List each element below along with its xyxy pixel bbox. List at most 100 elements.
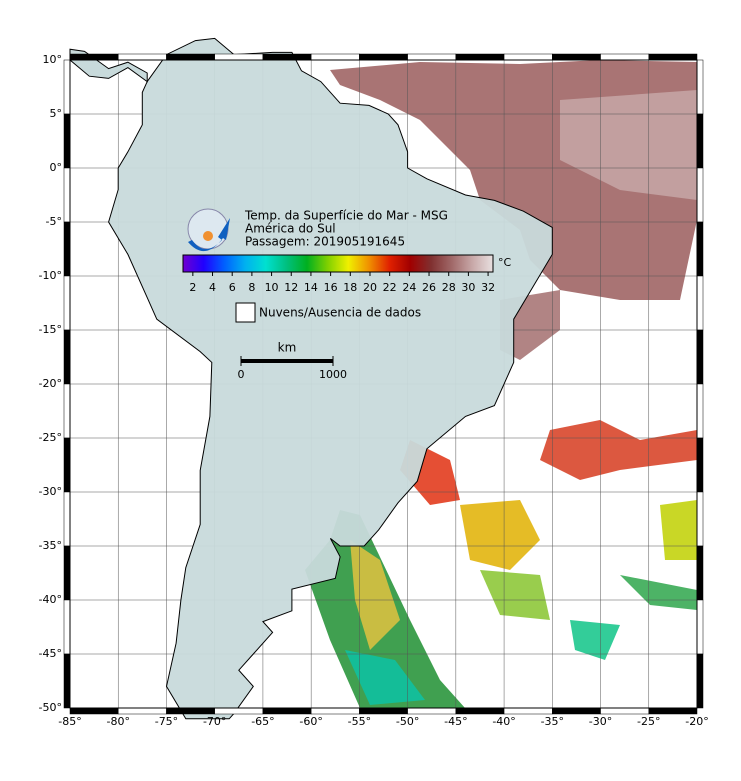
legend-label: Nuvens/Ausencia de dados	[259, 306, 421, 320]
colorbar-tick-label: 24	[402, 281, 416, 294]
frame-segment	[63, 275, 71, 331]
frame-segment	[63, 599, 71, 655]
colorbar	[182, 254, 494, 273]
sst-warm	[560, 90, 697, 200]
y-tick-label: -45°	[39, 647, 62, 660]
colorbar-tick-label: 2	[189, 281, 196, 294]
colorbar-tick-label: 32	[481, 281, 495, 294]
frame-segment	[69, 53, 119, 61]
frame-segment	[359, 53, 408, 61]
frame-segment	[63, 491, 71, 547]
frame-segment	[696, 167, 704, 223]
frame-segment	[310, 707, 360, 715]
logo-arrow	[188, 218, 230, 252]
sst-teal	[570, 620, 620, 660]
sst-shelf-cold	[345, 650, 425, 705]
frame-segment	[503, 53, 553, 61]
colorbar-tick-label: 4	[209, 281, 216, 294]
logo-dot	[203, 231, 213, 241]
x-tick-label: -20°	[685, 715, 708, 728]
frame-segment	[63, 329, 71, 385]
frame-segment	[63, 59, 71, 115]
frame-segment	[407, 53, 457, 61]
x-tick-label: -60°	[299, 715, 322, 728]
x-tick-label: -45°	[444, 715, 467, 728]
x-tick-label: -65°	[251, 715, 274, 728]
frame-segment	[166, 707, 215, 715]
colorbar-tick-label: 16	[324, 281, 338, 294]
frame-segment	[552, 707, 601, 715]
colorbar-tick-label: 30	[461, 281, 475, 294]
x-tick-label: -25°	[637, 715, 660, 728]
frame-segment	[503, 707, 553, 715]
frame-segment	[696, 383, 704, 439]
frame-segment	[63, 545, 71, 601]
colorbar-tick-label: 20	[363, 281, 377, 294]
colorbar-tick-label: 22	[383, 281, 397, 294]
y-tick-label: -10°	[39, 269, 62, 282]
y-tick-label: -25°	[39, 431, 62, 444]
region: América do Sul	[245, 222, 336, 236]
sst-red	[540, 420, 697, 480]
colorbar-tick-label: 8	[248, 281, 255, 294]
x-tick-label: -50°	[396, 715, 419, 728]
y-tick-label: -5°	[46, 215, 62, 228]
frame-segment	[696, 329, 704, 385]
frame-segment	[214, 707, 264, 715]
colorbar-tick-label: 28	[442, 281, 456, 294]
sst-yellow	[660, 500, 697, 560]
frame-segment	[455, 707, 505, 715]
frame-segment	[69, 707, 119, 715]
frame-segment	[600, 707, 650, 715]
frame-segment	[262, 53, 312, 61]
y-tick-label: 10°	[43, 53, 63, 66]
frame-segment	[63, 653, 71, 709]
frame-segment	[63, 437, 71, 493]
colorbar-tick-label: 6	[229, 281, 236, 294]
scale-unit: km	[278, 341, 297, 355]
title: Temp. da Superfície do Mar - MSG	[244, 209, 448, 223]
sst-green	[480, 570, 550, 620]
x-tick-label: -75°	[155, 715, 178, 728]
frame-segment	[455, 53, 505, 61]
frame-segment	[63, 167, 71, 223]
frame-segment	[696, 491, 704, 547]
frame-segment	[696, 545, 704, 601]
frame-segment	[696, 599, 704, 655]
frame-segment	[696, 653, 704, 709]
frame-segment	[648, 53, 698, 61]
frame-segment	[407, 707, 457, 715]
y-tick-label: -20°	[39, 377, 62, 390]
frame-segment	[696, 59, 704, 115]
scale-tick-label: 0	[238, 368, 245, 381]
colorbar-tick-label: 18	[343, 281, 357, 294]
sst-yellow	[460, 500, 540, 570]
frame-segment	[262, 707, 312, 715]
frame-segment	[63, 383, 71, 439]
frame-segment	[117, 53, 167, 61]
y-tick-label: -30°	[39, 485, 62, 498]
x-tick-label: -40°	[492, 715, 515, 728]
y-tick-label: 0°	[50, 161, 63, 174]
frame-segment	[214, 53, 264, 61]
colorbar-tick-label: 12	[284, 281, 298, 294]
x-tick-label: -35°	[541, 715, 564, 728]
land	[108, 37, 553, 720]
frame-segment	[696, 437, 704, 493]
scale-tick-label: 1000	[319, 368, 347, 381]
frame-segment	[600, 53, 650, 61]
frame-segment	[63, 113, 71, 169]
frame-segment	[648, 707, 698, 715]
frame-segment	[63, 221, 71, 277]
sst-shelf-warm	[350, 540, 400, 650]
colorbar-unit: °C	[498, 256, 512, 269]
x-tick-label: -80°	[106, 715, 129, 728]
frame-segment	[359, 707, 408, 715]
x-tick-label: -85°	[58, 715, 81, 728]
frame-segment	[117, 707, 167, 715]
x-tick-label: -70°	[203, 715, 226, 728]
frame-segment	[166, 53, 215, 61]
y-tick-label: -35°	[39, 539, 62, 552]
colorbar-tick-label: 26	[422, 281, 436, 294]
